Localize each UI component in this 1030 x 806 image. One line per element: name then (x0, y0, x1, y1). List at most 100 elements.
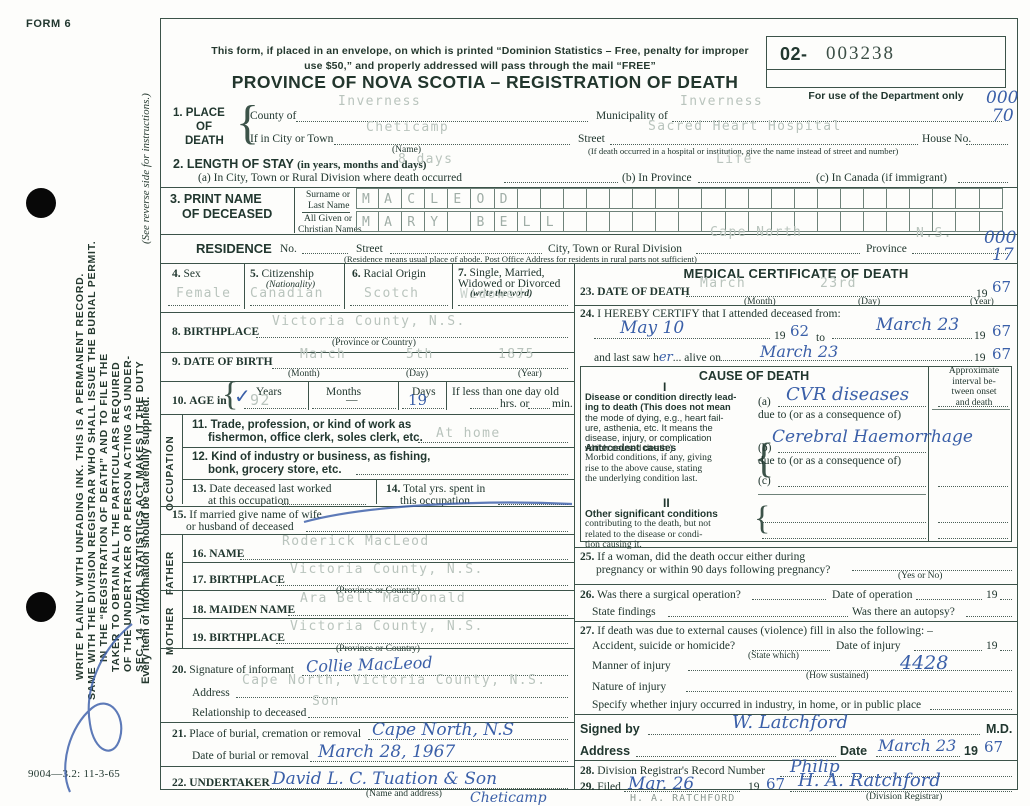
burial-place-value: Cape North, N.S (372, 720, 515, 740)
item21-number: 21. (172, 728, 187, 740)
item10-brace: { (222, 376, 239, 413)
name-grid-cell (656, 188, 680, 209)
item24-lastsaw-b: alive on (684, 352, 721, 364)
item11-label-2: fishermon, office clerk, soles clerk, et… (208, 432, 423, 444)
residence-caption: (Residence means usual place of abode. P… (344, 254, 697, 264)
item27-injurydate-rule (914, 650, 982, 651)
item18-label: MAIDEN NAME (209, 604, 296, 616)
item16-label: NAME (209, 548, 245, 560)
item29-year-prefix: 19 (748, 781, 760, 793)
name-grid-cell: A (379, 188, 403, 209)
surname-label-2: Last Name (308, 201, 350, 211)
dob-caption-year: (Year) (518, 369, 542, 379)
name-caption: (Name) (392, 145, 422, 155)
form-number-label: FORM 6 (26, 18, 72, 30)
name-grid-cell: E (494, 211, 518, 232)
age-years-value: 92 (250, 391, 271, 409)
item20-address-label: Address (192, 687, 230, 699)
signed-by-label: Signed by (580, 722, 640, 736)
antecedent-brace: { (754, 436, 775, 482)
item27-manner-label: Manner of injury (592, 660, 671, 672)
item27-howsustained-caption: (How sustained) (806, 671, 869, 681)
name-grid-cell (910, 188, 934, 209)
name-grid-cell (633, 211, 657, 232)
name-grid-letter: L (522, 215, 531, 230)
signed-year-prefix: 19 (964, 744, 978, 758)
dod-year-prefix: 19 (976, 288, 988, 300)
name-grid-cell (933, 188, 957, 209)
name-grid-cell: L (517, 211, 541, 232)
name-grid-cell (956, 188, 980, 209)
given-label-1: All Given or (304, 214, 353, 224)
name-grid-letter: O (476, 192, 485, 207)
name-grid-cell (748, 211, 772, 232)
dod-day: 23rd (820, 276, 857, 291)
envelope-note: This form, if placed in an envelope, on … (200, 44, 760, 74)
margin-notice-line-3: TAKER TO OBTAIN ALL THE PARTICULARS REQU… (110, 361, 122, 672)
name-grid-cell: R (402, 211, 426, 232)
age-months-label: Months (326, 386, 362, 398)
name-grid-letter: R (407, 215, 416, 230)
name-grid-cell (725, 211, 749, 232)
cause-part1-numeral: I (663, 380, 667, 394)
item20-signature-label: Signature of informant (189, 664, 295, 676)
item27-injurydate-label: Date of injury (836, 640, 901, 652)
item12-label-1: Kind of industry or business, as fishing… (211, 451, 431, 463)
name-grid-cell (610, 211, 634, 232)
item25-number: 25. (580, 551, 595, 563)
cause-part2-rule-2 (762, 538, 926, 539)
name-grid-cell (979, 211, 1003, 232)
lastsaw-year-prefix: 19 (974, 352, 986, 364)
name-grid-cell (702, 211, 726, 232)
filed-date-value: Mar. 26 (628, 774, 695, 794)
county-rule (296, 121, 588, 122)
item23-label: DATE OF DEATH (597, 286, 690, 298)
item24-lastsaw-rule (716, 360, 972, 361)
item26-date-label: Date of operation (832, 589, 913, 601)
name-grid-cell (794, 211, 818, 232)
item26-autopsy-rule (966, 616, 1012, 617)
form-code: 9004—3.2: 11-3-65 (28, 768, 121, 780)
item25-rule (852, 570, 1012, 571)
informant-relationship: Son (312, 694, 340, 709)
item27-nature-label: Nature of injury (592, 681, 667, 693)
signed-date-rule (876, 756, 960, 757)
age-months-value: — (346, 394, 358, 406)
cause-part2-rule-1 (762, 522, 926, 523)
item3-label-1: PRINT NAME (183, 192, 262, 206)
name-grid-cell (563, 188, 587, 209)
item13-number: 13. (192, 483, 207, 495)
punch-hole-top (26, 188, 56, 218)
item7-label-paren: (write the word) (470, 289, 533, 299)
item22-rule (270, 788, 568, 789)
attended-from-year: 62 (790, 322, 810, 340)
dod-month: March (700, 276, 747, 291)
item18-number: 18. (192, 604, 207, 616)
name-grid-letter: Y (430, 215, 439, 230)
item5-label: Citizenship (261, 268, 314, 280)
dod-caption-year: (Year) (970, 297, 994, 307)
item9-number: 9. (172, 356, 181, 368)
name-grid-letter: A (384, 215, 392, 230)
attended-to-value: March 23 (876, 315, 960, 335)
name-grid-cell (817, 211, 841, 232)
lastsaw-value: March 23 (760, 342, 839, 361)
cause-b-rule (778, 452, 926, 453)
punch-hole-bottom (26, 592, 56, 622)
attended-to-year-prefix: 19 (974, 330, 986, 342)
md-label: M.D. (986, 722, 1013, 736)
margin-notice-line-2: OF THE UNDERTAKER OR PERSON ACTING AS UN… (122, 355, 134, 672)
county-value: Inverness (338, 94, 422, 109)
sex-value: Female (176, 286, 232, 301)
cause-dueto-2: due to (or as a consequence of) (758, 455, 902, 467)
residence-city-value: Cape North (710, 225, 803, 240)
residence-city-label: City, Town or Rural Division (548, 243, 683, 255)
informant-address: Cape North, Victoria County, N.S. (242, 673, 547, 688)
item13-label-1: Date deceased last worked (209, 483, 332, 495)
item24-lastsaw-a: and last saw h (594, 352, 659, 364)
item17-number: 17. (192, 574, 207, 586)
name-grid-cell (817, 188, 841, 209)
margin-notice-line-6: WRITE PLAINLY WITH UNFADING INK. THIS IS… (74, 272, 86, 680)
item14-label-1: Total yrs. spent in (403, 483, 486, 495)
